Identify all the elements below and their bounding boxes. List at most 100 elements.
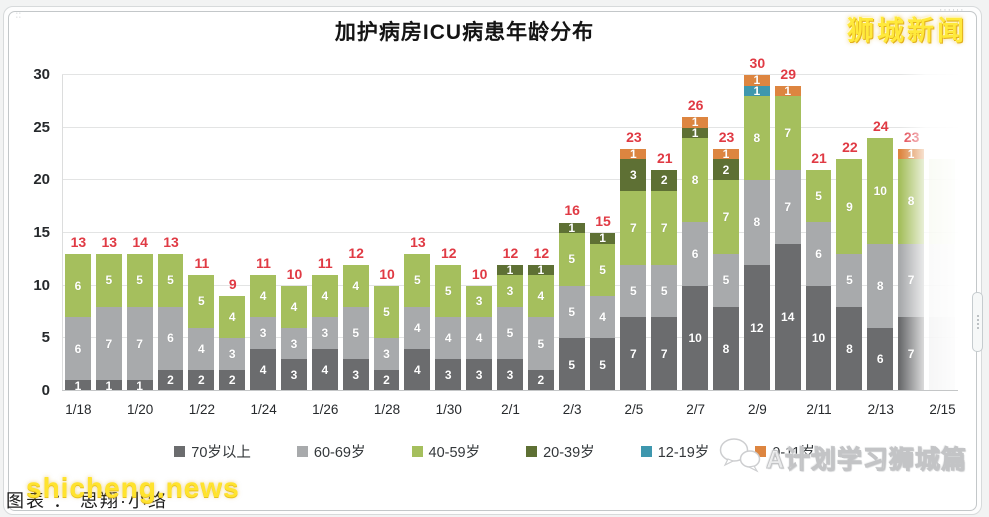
bar-segment: 7: [620, 317, 647, 391]
bar-segment: 1: [558, 220, 585, 235]
segment-value-label: 10: [873, 183, 887, 198]
x-tick-label: 2/3: [562, 402, 582, 417]
bar-segment: 1: [620, 148, 647, 160]
bar-slot: 4 4 5 13: [402, 75, 433, 391]
bar-stack: 3 3 4: [281, 285, 307, 391]
legend-label: 40-59岁: [428, 445, 481, 461]
bar-segment: 10: [805, 285, 832, 391]
bar-total-label: 13: [410, 234, 426, 251]
bar-total-label: 12: [440, 244, 457, 261]
bar-stack: 14 7 7 1: [774, 85, 801, 391]
segment-value-label: 4: [321, 362, 329, 377]
bar-segment: 5: [558, 233, 585, 286]
legend-item: 70岁以上: [174, 441, 251, 462]
segment-value-label: 1: [753, 83, 761, 98]
x-tick-label: 2/7: [686, 402, 705, 417]
segment-value-label: 6: [876, 352, 884, 367]
y-tick-label: 30: [33, 66, 50, 83]
segment-value-label: 10: [688, 331, 702, 346]
segment-value-label: 8: [722, 341, 730, 356]
bar-segment: 4: [219, 296, 246, 339]
bar-slot: 14 7 7 1 29: [773, 66, 804, 391]
segment-value-label: 5: [414, 273, 421, 288]
segment-value-label: 5: [815, 189, 822, 204]
x-tick-label: 2/5: [624, 402, 644, 417]
segment-value-label: 8: [753, 215, 761, 230]
legend-item: 60-69岁: [296, 441, 366, 462]
bar-stack: 6 8 10: [867, 138, 894, 391]
gridline: [62, 232, 958, 233]
bar-stack: 3 5 3 1: [497, 264, 523, 391]
bar-slot: 8 5 7 2 1 23: [711, 75, 742, 391]
bar-segment: 2: [651, 169, 678, 191]
bar-segment: 1: [713, 148, 739, 160]
y-tick-label: 5: [41, 329, 50, 347]
segment-value-label: 7: [722, 210, 730, 225]
y-tick-label: 10: [33, 276, 50, 294]
segment-value-label: 7: [784, 125, 792, 140]
bar-segment: 3: [342, 359, 369, 391]
bar-segment: 2: [219, 369, 246, 391]
bar-total-label: 26: [687, 97, 704, 114]
bar-segment: 1: [682, 125, 709, 140]
bar-stack: 2 3 5: [373, 285, 400, 391]
segment-value-label: 2: [537, 373, 545, 388]
bar-stack: 2 3 4: [219, 296, 246, 391]
bar-stack: 1 7 5: [126, 254, 153, 392]
bar-total-label: 10: [286, 265, 303, 282]
bar-segment: 5: [527, 317, 554, 370]
bar-segment: 5: [589, 338, 616, 391]
segment-value-label: 5: [167, 273, 174, 288]
segment-value-label: 5: [136, 273, 143, 288]
bar-segment: 14: [774, 243, 801, 391]
bar-total-label: 10: [379, 265, 395, 282]
segment-value-label: 1: [753, 73, 761, 88]
segment-value-label: 5: [198, 294, 205, 309]
segment-value-label: 7: [630, 220, 637, 235]
chart-title: 加护病房ICU病患年龄分布: [334, 21, 595, 44]
bar-slot: 3 5 3 1 12 2/1: [495, 75, 526, 417]
segment-value-label: 8: [691, 173, 699, 188]
segment-value-label: 6: [74, 278, 82, 293]
segment-value-label: 4: [352, 278, 359, 293]
bar-total-label: 13: [163, 234, 179, 251]
segment-value-label: 1: [691, 125, 699, 140]
x-axis-line: [62, 390, 958, 391]
bar-segment: 3: [219, 338, 246, 370]
bar-total-label: 13: [70, 234, 87, 251]
bar-total-label: 16: [564, 202, 580, 219]
bar-stack: 10 6 8 1 1: [682, 116, 709, 391]
x-tick-label: 2/15: [929, 402, 956, 417]
segment-value-label: 2: [660, 173, 668, 188]
bar-segment: 2: [713, 159, 739, 181]
bar-segment: 5: [651, 264, 678, 318]
segment-value-label: 4: [475, 331, 483, 346]
scrollbar-thumb[interactable]: [972, 292, 983, 352]
legend-label: 12-19岁: [657, 445, 710, 461]
bar-segment: 5: [558, 285, 585, 339]
bar-segment: 1: [743, 73, 770, 88]
legend-label: 70岁以上: [191, 445, 251, 461]
y-tick-label: 20: [33, 171, 50, 189]
bar-stack: 3 4 5: [435, 264, 462, 391]
x-tick-label: 1/24: [250, 402, 277, 417]
bar-segment: 3: [435, 359, 462, 391]
bar-segment: 7: [126, 306, 153, 381]
bar-total-label: 12: [348, 244, 364, 261]
bar-segment: 1: [95, 380, 122, 392]
bar-slot: 3 5 4 12: [341, 75, 372, 391]
segment-value-label: 7: [105, 336, 113, 351]
x-tick-label: 1/22: [188, 402, 215, 417]
bar-stack: 2 5 4 1: [527, 264, 554, 391]
legend-label: 0-11岁: [772, 445, 815, 461]
bar-slot: 2 4 5 11 1/22: [186, 75, 217, 417]
segment-value-label: 4: [444, 331, 452, 346]
segment-value-label: 12: [750, 320, 764, 335]
bar-total-label: 21: [811, 149, 827, 166]
segment-value-label: 1: [568, 220, 576, 235]
bar-slot: 7 5 7 2 21: [649, 75, 680, 391]
segment-value-label: 3: [444, 368, 452, 383]
bar-segment: 4: [527, 275, 554, 318]
bar-segment: 3: [466, 359, 493, 391]
bar-total-label: 21: [656, 149, 673, 166]
